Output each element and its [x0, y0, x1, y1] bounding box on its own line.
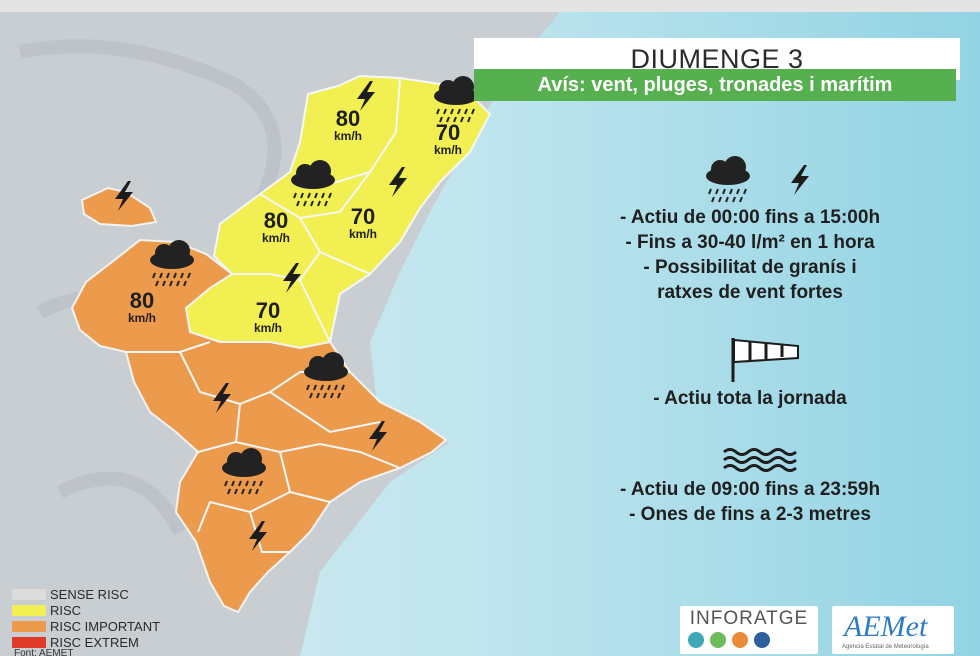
wind-info-line: - Actiu tota la jornada	[653, 388, 847, 409]
aemet-logo: AEMet Agencia Estatal de Meteorología	[832, 606, 954, 654]
page-title: DIUMENGE 3	[630, 43, 804, 74]
warning-map: DIUMENGE 3 Avís: vent, pluges, tronades …	[0, 12, 980, 656]
legend-item: RISC	[12, 602, 160, 618]
legend-swatch	[12, 636, 46, 648]
warning-subtitle: Avís: vent, pluges, tronades i marítim	[537, 73, 893, 96]
legend-swatch	[12, 604, 46, 616]
storm-info-line: ratxes de vent fortes	[657, 282, 843, 303]
wind-speed-label: 70 km/h	[433, 120, 462, 157]
legend-item: RISC IMPORTANT	[12, 618, 160, 634]
wind-speed-label: 70 km/h	[348, 204, 377, 241]
sea-info: - Actiu de 09:00 fins a 23:59h - Ones de…	[540, 477, 960, 527]
wind-speed-label: 80 km/h	[261, 208, 290, 245]
legend-swatch	[12, 588, 46, 600]
inforatge-dots	[688, 632, 770, 648]
legend-label: RISC	[50, 602, 82, 618]
waves-icon	[723, 448, 797, 472]
legend-swatch	[12, 620, 46, 632]
wind-speed-label: 70 km/h	[253, 298, 282, 335]
region-ademuz	[80, 186, 158, 228]
legend-label: SENSE RISC	[50, 586, 129, 602]
top-strip	[0, 0, 980, 12]
aemet-wordmark: AEMet	[844, 610, 928, 643]
legend-item: RISC EXTREM	[12, 634, 160, 650]
legend-item: SENSE RISC	[12, 586, 160, 602]
wind-speed-label: 80 km/h	[333, 106, 362, 143]
map-graphic	[0, 12, 980, 656]
legend-label: RISC EXTREM	[50, 634, 139, 650]
inforatge-wordmark: INFORATGE	[689, 608, 809, 629]
subtitle-banner: Avís: vent, pluges, tronades i marítim	[474, 69, 956, 101]
storm-info-line: - Actiu de 00:00 fins a 15:00h	[619, 207, 881, 228]
source-credit: Font: AEMET	[14, 648, 74, 656]
map-legend: SENSE RISC RISC RISC IMPORTANT RISC EXTR…	[12, 586, 160, 650]
sea-info-line: - Actiu de 09:00 fins a 23:59h	[619, 479, 881, 500]
wind-speed-label: 80 km/h	[127, 288, 156, 325]
sea-info-line: - Ones de fins a 2-3 metres	[629, 504, 871, 525]
storm-info-line: - Fins a 30-40 l/m² en 1 hora	[625, 232, 875, 253]
legend-label: RISC IMPORTANT	[50, 618, 161, 634]
wind-info: - Actiu tota la jornada	[540, 386, 960, 411]
region-valencia-alacant	[70, 238, 448, 614]
aemet-subtitle: Agencia Estatal de Meteorología	[842, 644, 929, 650]
storm-info-line: - Possibilitat de granís i	[643, 257, 857, 278]
storm-info: - Actiu de 00:00 fins a 15:00h - Fins a …	[540, 205, 960, 305]
windsock-icon	[731, 338, 799, 382]
inforatge-logo: INFORATGE	[680, 606, 818, 654]
